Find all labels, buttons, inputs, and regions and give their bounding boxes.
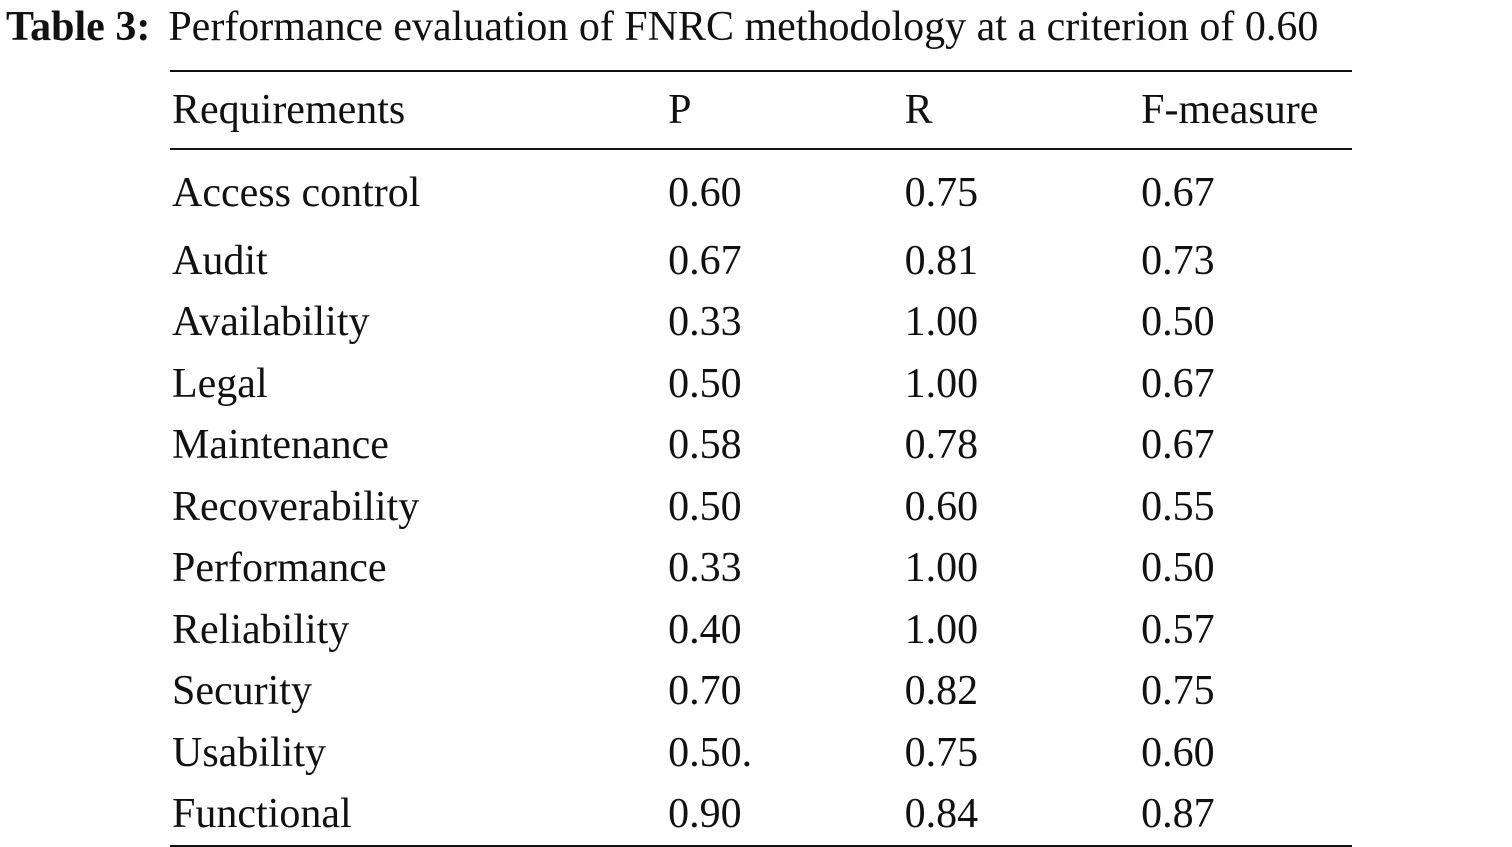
header-requirements: Requirements: [172, 87, 406, 133]
cell-requirement: Usability: [172, 729, 326, 776]
cell-requirement: Recoverability: [172, 483, 420, 530]
cell-r: 0.60: [904, 483, 979, 530]
cell-f-measure: 0.57: [1141, 606, 1215, 653]
cell-r: 0.75: [904, 729, 979, 776]
cell-requirement: Access control: [172, 170, 421, 216]
cell-requirement: Audit: [172, 237, 268, 284]
table-row: Security 0.70 0.82 0.75: [170, 661, 1352, 723]
header-row: Requirements P R F-measure: [170, 71, 1352, 149]
cell-f-measure: 0.67: [1141, 170, 1215, 216]
table-row: Recoverability 0.50 0.60 0.55: [170, 476, 1352, 538]
header-f-measure: F-measure: [1141, 87, 1319, 133]
cell-f-measure: 0.75: [1141, 668, 1215, 715]
cell-requirement: Reliability: [172, 606, 350, 653]
cell-requirement: Maintenance: [172, 422, 389, 469]
table-caption: Table 3: Performance evaluation of FNRC m…: [6, 4, 1318, 50]
table-row: Reliability 0.40 1.00 0.57: [170, 599, 1352, 661]
cell-requirement: Legal: [172, 360, 268, 407]
cell-r: 1.00: [904, 606, 979, 653]
cell-r: 1.00: [904, 545, 979, 592]
header-r: R: [904, 87, 933, 133]
performance-table: Requirements P R F-measure Access contro…: [170, 70, 1352, 847]
cell-p: 0.50: [668, 483, 742, 530]
cell-p: 0.90: [668, 791, 742, 838]
cell-p: 0.40: [668, 606, 742, 653]
cell-r: 0.78: [904, 422, 979, 469]
cell-requirement: Availability: [172, 299, 370, 346]
cell-p: 0.33: [668, 299, 742, 346]
table-row: Maintenance 0.58 0.78 0.67: [170, 415, 1352, 477]
cell-r: 1.00: [904, 299, 979, 346]
cell-f-measure: 0.50: [1141, 545, 1215, 592]
cell-r: 0.84: [904, 791, 979, 838]
cell-f-measure: 0.67: [1141, 360, 1215, 407]
cell-p: 0.67: [668, 237, 742, 284]
cell-requirement: Security: [172, 668, 312, 715]
cell-requirement: Functional: [172, 791, 352, 838]
cell-p: 0.50.: [668, 729, 753, 776]
cell-p: 0.50: [668, 360, 742, 407]
table-row: Audit 0.67 0.81 0.73: [170, 230, 1352, 292]
cell-f-measure: 0.50: [1141, 299, 1215, 346]
cell-p: 0.60: [668, 170, 742, 216]
table-number: Table 3:: [6, 4, 151, 50]
table-row: Performance 0.33 1.00 0.50: [170, 538, 1352, 600]
cell-r: 0.75: [904, 170, 979, 216]
table-body: Access control 0.60 0.75 0.67 Audit 0.67…: [170, 149, 1352, 846]
cell-f-measure: 0.67: [1141, 422, 1215, 469]
table-row: Access control 0.60 0.75 0.67: [170, 149, 1352, 230]
cell-r: 0.82: [904, 668, 979, 715]
table-container: Requirements P R F-measure Access contro…: [170, 70, 1352, 847]
table-row: Availability 0.33 1.00 0.50: [170, 292, 1352, 354]
cell-r: 1.00: [904, 360, 979, 407]
cell-r: 0.81: [904, 237, 979, 284]
cell-f-measure: 0.73: [1141, 237, 1215, 284]
header-p: P: [668, 87, 692, 133]
table-row: Legal 0.50 1.00 0.67: [170, 353, 1352, 415]
cell-f-measure: 0.55: [1141, 483, 1215, 530]
table-title: Performance evaluation of FNRC methodolo…: [168, 4, 1319, 50]
table-header: Requirements P R F-measure: [170, 71, 1352, 149]
cell-requirement: Performance: [172, 545, 387, 592]
cell-p: 0.58: [668, 422, 742, 469]
cell-f-measure: 0.60: [1141, 729, 1215, 776]
cell-f-measure: 0.87: [1141, 791, 1215, 838]
table-row: Usability 0.50. 0.75 0.60: [170, 722, 1352, 784]
cell-p: 0.70: [668, 668, 742, 715]
cell-p: 0.33: [668, 545, 742, 592]
